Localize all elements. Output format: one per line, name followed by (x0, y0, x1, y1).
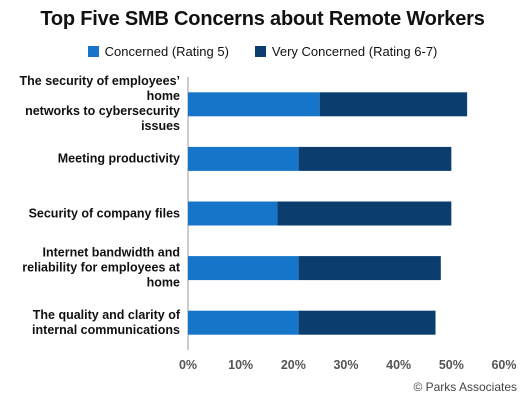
category-label-5: The quality and clarity of internal commu… (4, 308, 180, 338)
category-label-3: Security of company files (4, 206, 180, 221)
category-label-line: networks to cybersecurity issues (25, 104, 180, 134)
bar-very-concerned-1 (319, 92, 468, 117)
category-label-line: Meeting productivity (57, 151, 180, 166)
category-label-line: reliability for employees at home (22, 260, 180, 290)
bar-very-concerned-5 (298, 310, 436, 335)
chart-title: Top Five SMB Concerns about Remote Worke… (40, 8, 485, 30)
legend: Concerned (Rating 5) Very Concerned (Rat… (0, 44, 525, 59)
bar-very-concerned-3 (277, 201, 452, 226)
x-tick-label: 60% (491, 358, 516, 372)
category-label-line: Security of company files (28, 206, 180, 220)
x-tick-label: 20% (281, 358, 306, 372)
legend-label-very-concerned: Very Concerned (Rating 6-7) (271, 44, 438, 59)
x-tick-label: 30% (333, 358, 358, 372)
bar-very-concerned-4 (298, 256, 441, 281)
bar-very-concerned-2 (298, 146, 452, 171)
x-tick-label: 50% (439, 358, 464, 372)
source-credit: © Parks Associates (413, 380, 517, 394)
legend-swatch-concerned (87, 46, 99, 57)
category-label-line: The security of employees’ home (19, 74, 180, 104)
legend-swatch-very-concerned (254, 46, 266, 57)
legend-label-concerned: Concerned (Rating 5) (104, 44, 229, 59)
category-label-2: Meeting productivity (4, 151, 180, 166)
bar-concerned-2 (188, 146, 299, 171)
x-tick-label: 10% (228, 358, 253, 372)
bar-concerned-3 (188, 201, 278, 226)
category-label-line: Internet bandwidth and (42, 245, 181, 260)
legend-item-concerned: Concerned (Rating 5) (87, 44, 229, 59)
bar-concerned-1 (188, 92, 320, 117)
bar-concerned-4 (188, 256, 299, 281)
category-label-4: Internet bandwidth and reliability for em… (4, 246, 180, 291)
bar-concerned-5 (188, 310, 299, 335)
category-label-1: The security of employees’ home networks … (4, 74, 180, 134)
category-label-line: internal communications (32, 322, 180, 337)
x-tick-label: 0% (179, 358, 197, 372)
category-label-line: The quality and clarity of (32, 307, 180, 322)
legend-item-very-concerned: Very Concerned (Rating 6-7) (254, 44, 438, 59)
x-tick-label: 40% (386, 358, 411, 372)
